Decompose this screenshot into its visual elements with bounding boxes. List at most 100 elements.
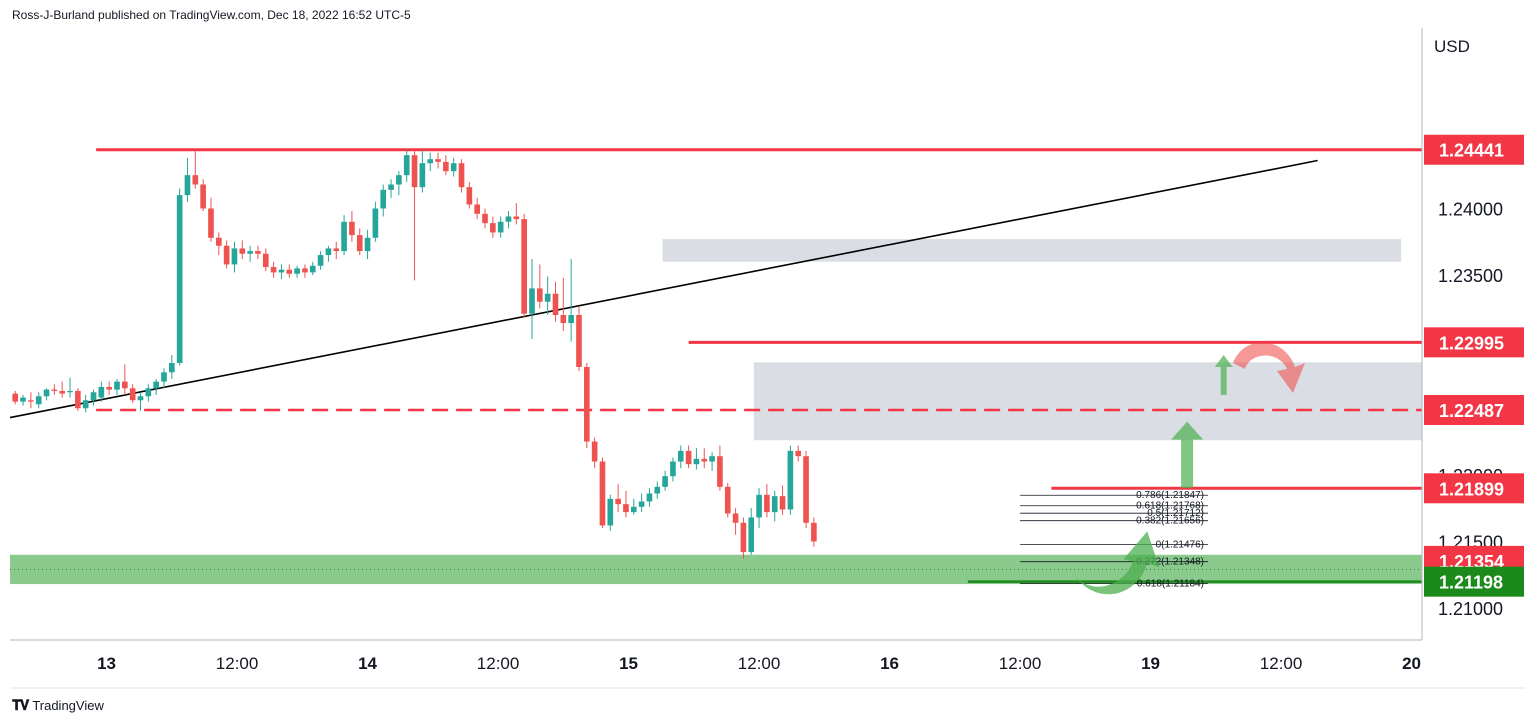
- candle-body: [474, 204, 481, 214]
- candle-body: [450, 163, 457, 172]
- candle-body: [82, 400, 89, 409]
- candle-body: [443, 161, 449, 172]
- candle-body: [380, 189, 387, 209]
- y-tick-label: 1.24000: [1438, 199, 1503, 219]
- candle-body: [803, 456, 809, 523]
- y-tick-label: 1.21000: [1438, 599, 1503, 619]
- candle-body: [466, 187, 473, 205]
- candle-body: [670, 461, 676, 477]
- fib-label-1: 0.618(1.21768): [1136, 501, 1204, 512]
- zones-layer: [10, 239, 1422, 585]
- candle-body: [106, 386, 112, 390]
- candle-body: [137, 396, 144, 401]
- candle-body: [732, 513, 739, 523]
- x-tick-label: 12:00: [216, 654, 259, 673]
- candle-body: [435, 159, 441, 162]
- candle-body: [427, 159, 434, 164]
- candle-body: [349, 221, 355, 236]
- candle-body: [779, 496, 786, 510]
- tradingview-logo-icon[interactable]: 𝐓𝐕: [12, 697, 29, 713]
- zone-gray-0: [662, 239, 1402, 262]
- candle-body: [771, 496, 778, 513]
- x-tick-label: 12:00: [738, 654, 781, 673]
- candle-body: [764, 494, 770, 513]
- candle-body: [98, 386, 105, 398]
- candle-body: [12, 393, 19, 402]
- price-tag-label: 1.24441: [1439, 141, 1504, 161]
- x-tick-label: 16: [880, 654, 899, 673]
- candle-body: [247, 251, 253, 254]
- candle-body: [529, 288, 535, 314]
- candle-body: [239, 248, 246, 254]
- candle-body: [396, 175, 402, 185]
- y-tick-label: 1.23500: [1438, 266, 1503, 286]
- candle-body: [20, 397, 26, 402]
- candle-body: [356, 235, 363, 252]
- price-tag-bg: [1424, 473, 1524, 504]
- candle-body: [630, 506, 637, 513]
- x-tick-label: 12:00: [1260, 654, 1303, 673]
- fib-label-6: -0.618(1.21184): [1134, 579, 1204, 590]
- candles-layer: [12, 149, 817, 559]
- price-tag-bg: [1424, 566, 1524, 597]
- candle-body: [35, 396, 42, 405]
- candle-body: [607, 498, 614, 526]
- candle-body: [537, 288, 543, 302]
- candle-body: [28, 400, 34, 402]
- annotations-layer: [1071, 342, 1305, 595]
- candle-body: [615, 498, 621, 505]
- candle-body: [560, 315, 567, 324]
- candle-body: [184, 175, 191, 196]
- candle-body: [114, 381, 120, 390]
- candle-body: [270, 267, 277, 273]
- footer-brand[interactable]: TradingView: [32, 698, 104, 713]
- candle-body: [51, 389, 58, 391]
- candle-body: [90, 392, 97, 401]
- red-curved-down-arrow-icon: [1232, 342, 1305, 393]
- candle-body: [255, 251, 261, 254]
- candle-body: [576, 315, 582, 367]
- candle-body: [654, 486, 661, 494]
- candle-body: [122, 381, 128, 389]
- candle-body: [215, 237, 222, 246]
- price-labels-layer: 1.244411.229951.224871.218991.213541.211…: [1424, 134, 1524, 597]
- trendline: [9, 159, 1318, 419]
- fib-label-3: 0.382(1.21656): [1136, 516, 1204, 527]
- x-tick-label: 15: [619, 654, 638, 673]
- x-tick-label: 19: [1141, 654, 1160, 673]
- fib-label-5: -0.272(1.21348): [1133, 557, 1204, 568]
- candle-body: [388, 184, 394, 190]
- candle-body: [458, 163, 465, 188]
- candle-body: [623, 504, 629, 513]
- candle-body: [59, 390, 66, 394]
- green-curved-up-arrow-icon: [1071, 531, 1160, 595]
- candle-body: [701, 458, 708, 462]
- candle-body: [693, 458, 700, 465]
- candle-body: [153, 381, 159, 389]
- candle-body: [372, 208, 379, 238]
- candle-body: [591, 441, 598, 462]
- candle-body: [286, 269, 293, 274]
- candle-body: [599, 461, 606, 526]
- fib-label-4: 0(1.21476): [1156, 540, 1204, 551]
- candle-body: [192, 175, 199, 185]
- time-axis[interactable]: 13 12:00 14 12:00 15 12:00 16 12:00 19 12:00 20: [97, 654, 1421, 673]
- candle-body: [411, 155, 418, 188]
- candle-body: [223, 245, 230, 265]
- candle-body: [748, 517, 755, 553]
- currency-label: USD: [1434, 37, 1470, 56]
- candle-body: [403, 155, 410, 176]
- fibonacci-layer: 0.786(1.21847)0.618(1.21768)0.5(1.21712)…: [1020, 490, 1208, 590]
- candle-body: [309, 265, 316, 273]
- price-tag-label: 1.21198: [1439, 573, 1503, 593]
- candle-body: [419, 163, 426, 188]
- levels-layer: [96, 148, 1422, 583]
- candle-body: [544, 293, 551, 302]
- chart-pane-background: [0, 28, 1536, 688]
- candle-body: [176, 195, 183, 363]
- x-tick-label: 14: [358, 654, 377, 673]
- candle-body: [756, 494, 762, 518]
- fib-label-0: 0.786(1.21847): [1136, 490, 1204, 501]
- candle-body: [161, 372, 167, 382]
